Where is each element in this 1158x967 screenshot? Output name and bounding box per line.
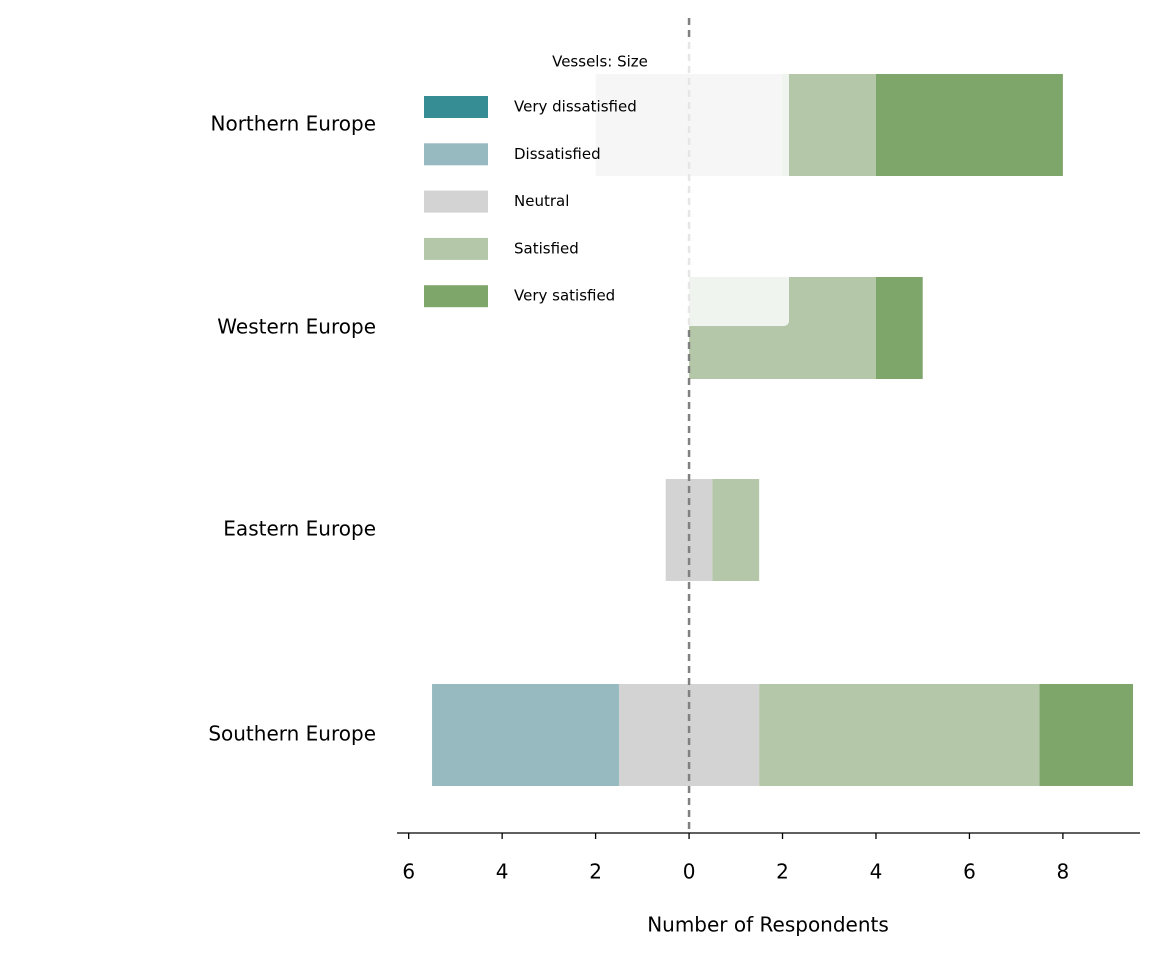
legend-label: Very dissatisfied (514, 98, 637, 116)
bar-segment (875, 277, 923, 379)
bar-segment (618, 684, 760, 786)
legend-swatch (424, 237, 488, 260)
bar-segment (1039, 684, 1133, 786)
y-tick-label: Western Europe (217, 315, 376, 339)
y-tick-label: Northern Europe (211, 112, 376, 136)
legend-title: Vessels: Size (552, 53, 648, 71)
legend-swatch (424, 96, 488, 118)
x-tick-label: 8 (1057, 860, 1070, 884)
legend-label: Neutral (514, 192, 569, 210)
legend-swatch (424, 190, 488, 213)
y-tick-label: Southern Europe (208, 722, 376, 746)
bar-segment (875, 74, 1063, 176)
x-axis-label: Number of Respondents (647, 913, 889, 937)
legend-swatch (424, 143, 488, 166)
x-tick-label: 6 (402, 860, 415, 884)
legend-swatch (424, 285, 488, 308)
x-tick-label: 0 (683, 860, 696, 884)
legend-label: Satisfied (514, 239, 579, 257)
legend-label: Dissatisfied (514, 145, 601, 163)
x-tick-label: 2 (776, 860, 789, 884)
bar-segment (432, 684, 619, 786)
x-tick-label: 2 (589, 860, 602, 884)
bar-segment (782, 74, 876, 176)
x-tick-label: 4 (496, 860, 509, 884)
legend-label: Very satisfied (514, 287, 615, 305)
bar-segment (665, 479, 713, 581)
bar-segment (759, 684, 1040, 786)
bar-segment (712, 479, 760, 581)
legend-box (412, 40, 789, 326)
x-tick-label: 4 (870, 860, 883, 884)
y-tick-label: Eastern Europe (223, 517, 376, 541)
x-tick-label: 6 (963, 860, 976, 884)
